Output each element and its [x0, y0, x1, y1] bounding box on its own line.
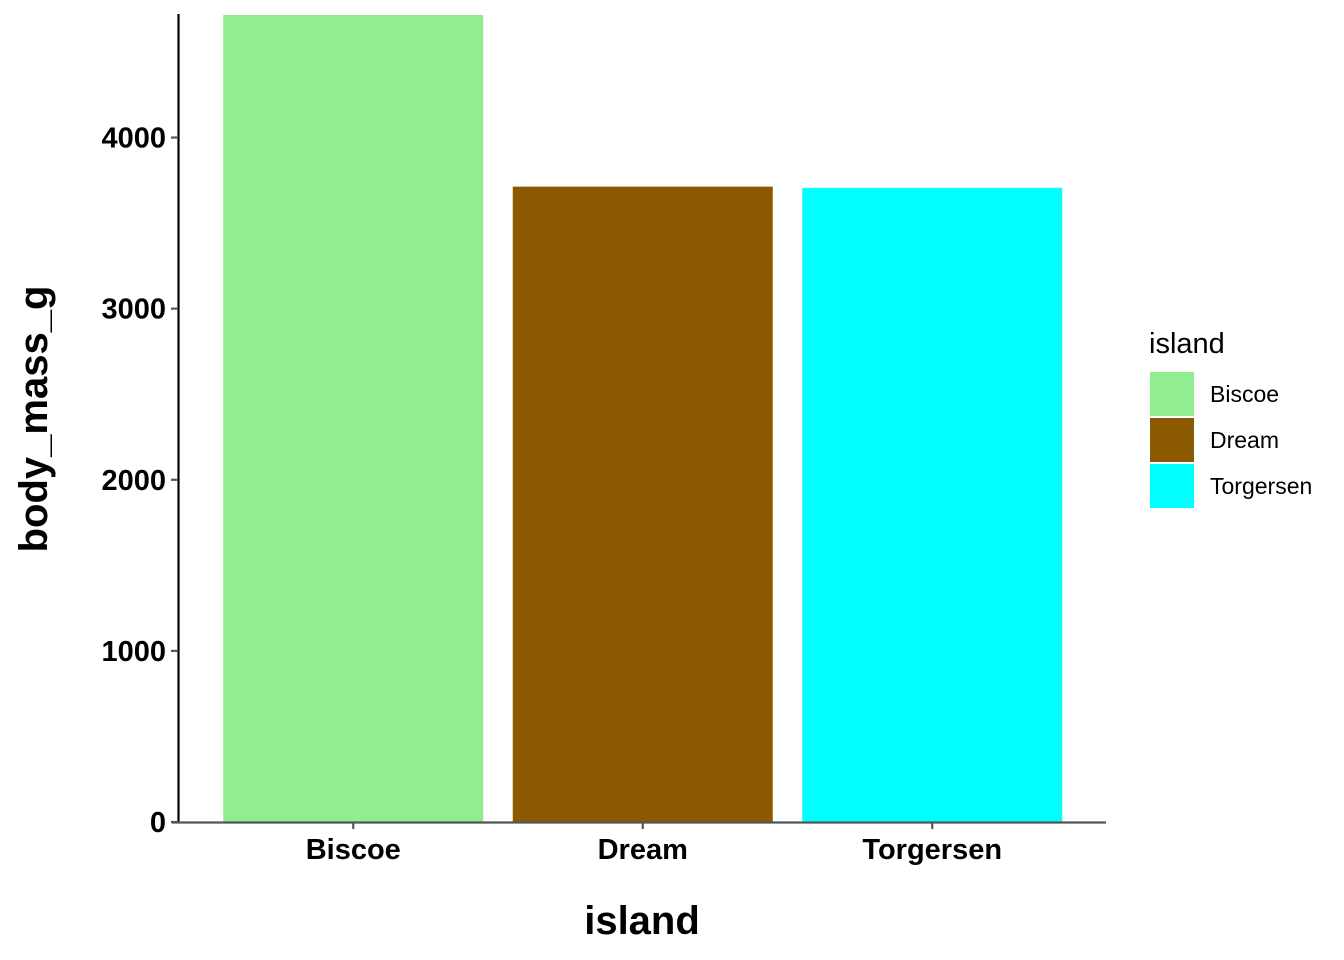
x-tick-label-dream: Dream: [598, 834, 688, 866]
legend-items: Biscoe Dream Torgersen: [1150, 372, 1312, 508]
y-tick-label: 2000: [101, 465, 166, 497]
bar-biscoe: [223, 15, 484, 822]
x-axis-ticks: Biscoe Dream Torgersen: [306, 822, 1002, 866]
bars: [223, 15, 1063, 823]
legend-label-biscoe: Biscoe: [1210, 381, 1279, 407]
y-tick-label: 4000: [101, 123, 166, 155]
legend-label-torgersen: Torgersen: [1210, 473, 1312, 499]
bar-dream: [512, 186, 773, 823]
y-tick-label: 1000: [101, 636, 166, 668]
x-tick-label-biscoe: Biscoe: [306, 834, 401, 866]
legend: island Biscoe Dream Torgersen: [1149, 328, 1312, 508]
legend-label-dream: Dream: [1210, 427, 1279, 453]
x-tick-label-torgersen: Torgersen: [862, 834, 1002, 866]
y-tick-label: 0: [150, 807, 166, 839]
y-axis-title: body_mass_g: [12, 286, 56, 553]
legend-swatch-torgersen: [1150, 464, 1194, 508]
legend-title: island: [1149, 328, 1225, 360]
legend-swatch-dream: [1150, 418, 1194, 462]
y-tick-label: 3000: [101, 294, 166, 326]
bar-torgersen: [802, 187, 1063, 822]
legend-swatch-biscoe: [1150, 372, 1194, 416]
x-axis-title: island: [584, 899, 700, 943]
y-axis-ticks: 0 1000 2000 3000 4000: [101, 123, 178, 839]
